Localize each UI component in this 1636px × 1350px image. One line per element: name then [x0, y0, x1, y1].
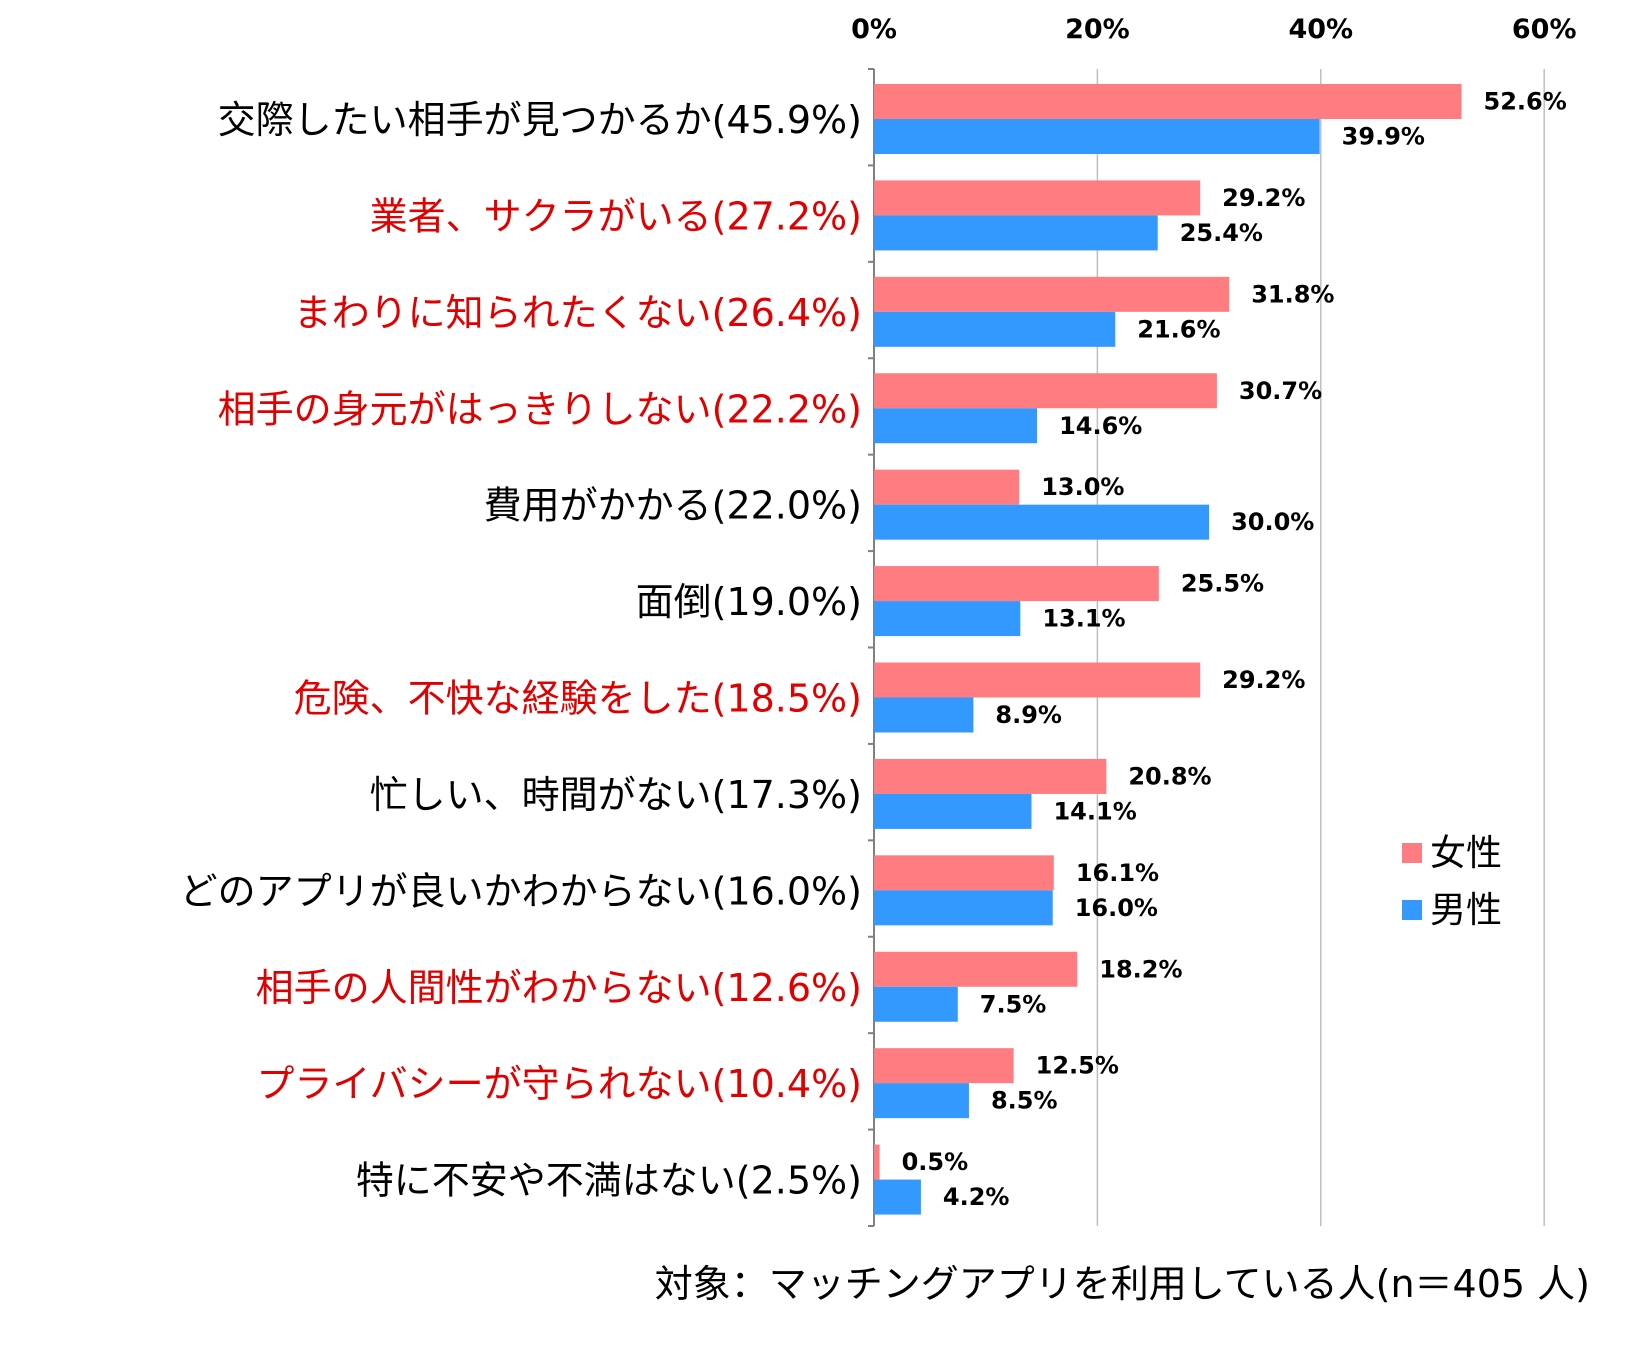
category-label: 忙しい、時間がない(17.3%) [370, 773, 862, 817]
category-label: 業者、サクラがいる(27.2%) [370, 194, 862, 238]
value-label-male: 39.9% [1342, 123, 1425, 151]
value-label-male: 14.1% [1053, 797, 1136, 825]
legend-label-male: 男性 [1430, 890, 1502, 931]
bar-female [874, 276, 1230, 312]
value-label-female: 18.2% [1099, 955, 1182, 983]
bar-male [874, 1179, 921, 1215]
value-label-female: 13.0% [1041, 473, 1124, 501]
value-label-male: 14.6% [1059, 412, 1142, 440]
value-label-male: 7.5% [980, 990, 1047, 1018]
x-tick-label: 20% [1065, 14, 1130, 45]
bar-female [874, 1144, 880, 1180]
bar-male [874, 504, 1210, 540]
value-label-male: 8.9% [995, 701, 1062, 729]
value-label-male: 13.1% [1042, 605, 1125, 633]
value-label-male: 16.0% [1075, 894, 1158, 922]
category-label: 費用がかかる(22.0%) [484, 484, 862, 528]
category-label: 特に不安や不満はない(2.5%) [356, 1159, 862, 1203]
legend: 女性 男性 [1402, 833, 1502, 931]
bar-female [874, 758, 1107, 794]
bar-male [874, 890, 1053, 926]
value-label-female: 20.8% [1128, 762, 1211, 790]
bar-male [874, 986, 958, 1022]
bar-female [874, 1048, 1014, 1084]
value-label-female: 25.5% [1181, 570, 1264, 598]
bar-male [874, 119, 1320, 154]
category-label: プライバシーが守られない(10.4%) [256, 1062, 862, 1106]
bars: 52.6% 39.9% 29.2% 25.4% 31.8% 21.6% 30.7% 14.6%… [874, 84, 1567, 1215]
bar-female [874, 469, 1020, 505]
category-label: 相手の人間性がわからない(12.6%) [256, 966, 862, 1010]
bar-male [874, 793, 1032, 829]
category-label: まわりに知られたくない(26.4%) [294, 291, 862, 335]
bar-female [874, 566, 1159, 602]
bar-female [874, 373, 1217, 409]
footnote: 対象：マッチングアプリを利用している人(n＝405 人) [655, 1262, 1590, 1306]
bar-male [874, 1083, 969, 1119]
category-labels: 交際したい相手が見つかるか(45.9%) 業者、サクラがいる(27.2%) まわりに… [180, 98, 862, 1203]
x-tick-label: 60% [1512, 14, 1577, 45]
bar-male [874, 311, 1116, 347]
x-tick-label: 40% [1288, 14, 1353, 45]
category-axis [868, 68, 875, 1227]
category-label: 交際したい相手が見つかるか(45.9%) [218, 98, 862, 142]
bar-female [874, 662, 1201, 698]
value-label-female: 16.1% [1076, 859, 1159, 887]
category-label: どのアプリが良いかわからない(16.0%) [180, 869, 862, 913]
x-tick-labels: 0% 20% 40% 60% [851, 14, 1576, 45]
value-label-female: 0.5% [902, 1148, 969, 1176]
bar-male [874, 215, 1158, 251]
x-tick-label: 0% [851, 14, 897, 45]
bar-female [874, 951, 1078, 987]
legend-label-female: 女性 [1430, 833, 1502, 874]
value-label-female: 29.2% [1222, 666, 1305, 694]
bar-female [874, 84, 1462, 119]
legend-swatch-male [1402, 900, 1422, 920]
bar-male [874, 601, 1021, 637]
legend-swatch-female [1402, 843, 1422, 863]
value-label-female: 29.2% [1222, 184, 1305, 212]
value-label-female: 30.7% [1239, 377, 1322, 405]
bar-female [874, 855, 1054, 891]
value-label-male: 4.2% [943, 1183, 1010, 1211]
category-label: 相手の身元がはっきりしない(22.2%) [218, 387, 862, 431]
bar-female [874, 180, 1201, 216]
value-label-female: 52.6% [1484, 88, 1567, 116]
value-label-male: 21.6% [1137, 315, 1220, 343]
value-label-male: 25.4% [1180, 219, 1263, 247]
category-label: 危険、不快な経験をした(18.5%) [294, 677, 862, 721]
value-label-female: 31.8% [1251, 280, 1334, 308]
bar-male [874, 408, 1038, 444]
value-label-male: 30.0% [1231, 508, 1314, 536]
bar-male [874, 697, 974, 733]
value-label-female: 12.5% [1036, 1052, 1119, 1080]
value-label-male: 8.5% [991, 1087, 1058, 1115]
category-label: 面倒(19.0%) [636, 580, 862, 624]
